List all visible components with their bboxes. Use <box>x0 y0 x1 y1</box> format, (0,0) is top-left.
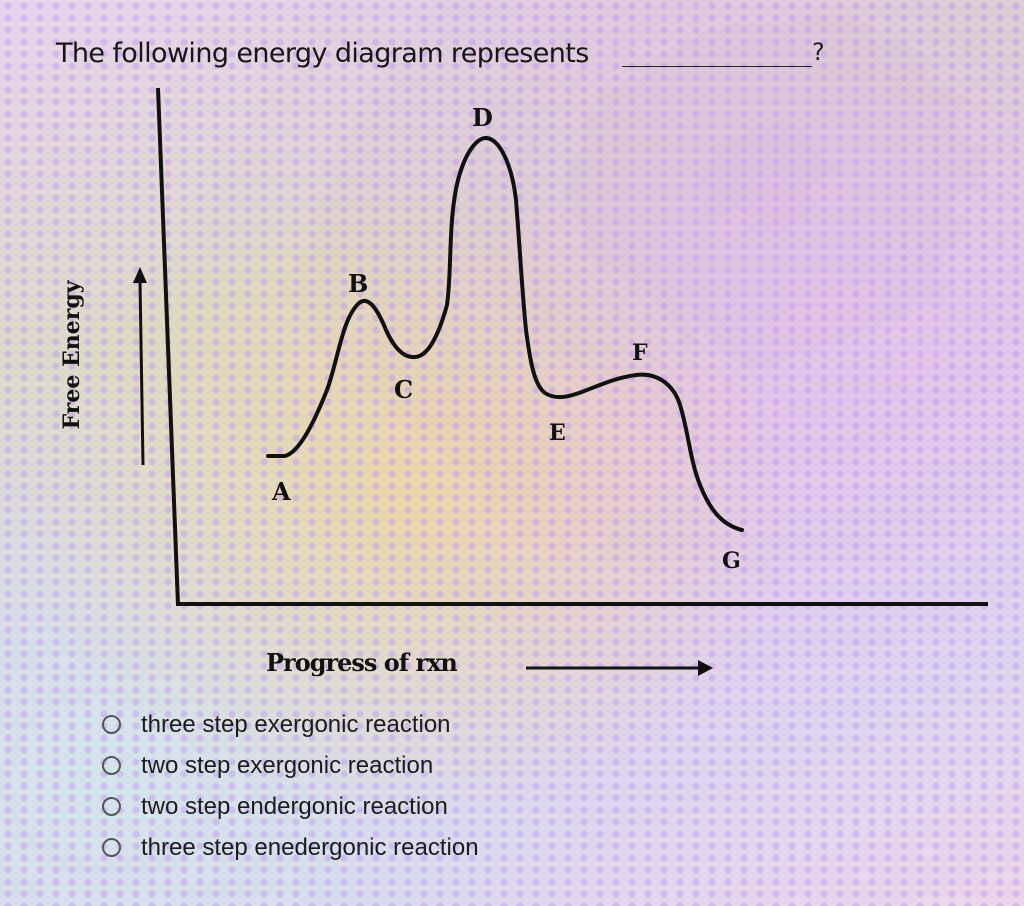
x-axis-arrow-icon <box>526 660 713 676</box>
question-mark: ? <box>812 38 825 66</box>
answer-option-2[interactable]: two step exergonic reaction <box>102 745 479 786</box>
answer-option-4[interactable]: three step enedergonic reaction <box>102 827 479 868</box>
answer-options: three step exergonic reaction two step e… <box>102 704 479 868</box>
radio-button-icon[interactable] <box>102 715 121 734</box>
answer-option-label: three step enedergonic reaction <box>141 833 479 861</box>
point-label-a: A <box>271 477 291 506</box>
question-text: The following energy diagram represents <box>56 38 589 69</box>
x-axis-label: Progress of rxn <box>266 648 458 677</box>
point-label-b: B <box>348 269 368 298</box>
answer-option-1[interactable]: three step exergonic reaction <box>102 704 479 745</box>
radio-button-icon[interactable] <box>102 838 121 857</box>
answer-option-label: two step endergonic reaction <box>141 792 448 820</box>
radio-button-icon[interactable] <box>102 797 121 816</box>
y-axis-label: Free Energy <box>59 280 85 430</box>
energy-curve <box>266 136 744 532</box>
answer-option-3[interactable]: two step endergonic reaction <box>102 786 479 827</box>
y-axis <box>156 87 180 606</box>
answer-option-label: two step exergonic reaction <box>141 751 434 779</box>
y-axis-arrow-icon <box>133 267 147 466</box>
radio-button-icon[interactable] <box>102 756 121 775</box>
point-label-f: F <box>632 340 648 366</box>
answer-option-label: three step exergonic reaction <box>141 710 451 738</box>
answer-blank-line <box>622 66 812 67</box>
point-label-e: E <box>549 420 566 446</box>
point-label-g: G <box>722 548 741 574</box>
point-label-d: D <box>472 103 493 132</box>
point-label-c: C <box>394 375 413 404</box>
